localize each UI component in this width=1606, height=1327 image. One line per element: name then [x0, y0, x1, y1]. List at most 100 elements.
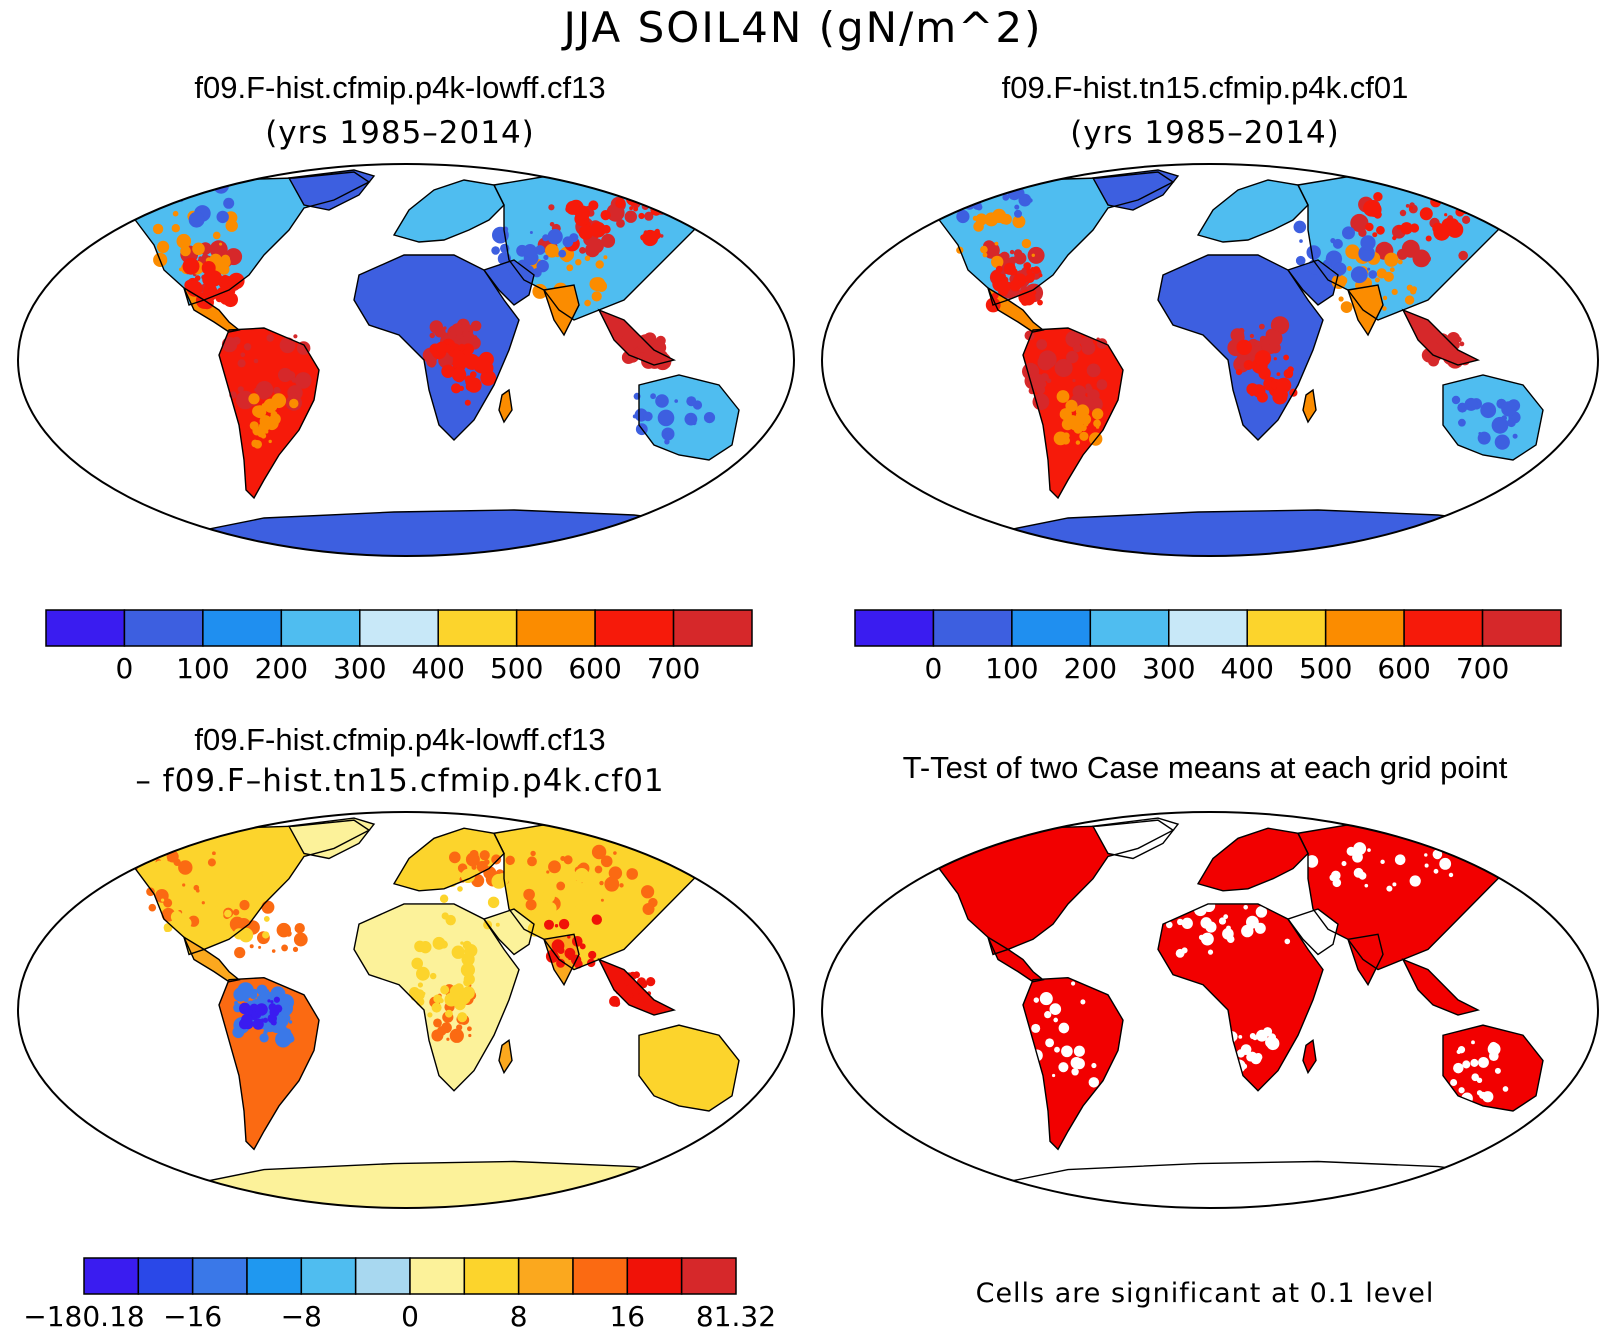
colorbar-tick-label: 700 — [1456, 652, 1509, 685]
field-cell — [1406, 284, 1413, 291]
colorbar-swatch — [1011, 609, 1092, 647]
field-cell — [664, 439, 670, 445]
field-cell — [457, 886, 463, 892]
field-cell — [458, 385, 464, 391]
field-cell — [1073, 1045, 1085, 1057]
field-cell — [148, 903, 157, 912]
field-cell — [1439, 857, 1452, 870]
colorbar-swatch — [1403, 609, 1484, 647]
colorbar-tick-label: 8 — [510, 1300, 528, 1327]
field-cell — [523, 888, 535, 901]
colorbar-swatch — [409, 1257, 466, 1295]
field-cell — [574, 867, 589, 883]
coastline-greenland — [287, 169, 376, 211]
field-cell — [258, 388, 270, 400]
colorbar-swatch — [463, 1257, 520, 1295]
field-cell — [439, 940, 448, 949]
field-cell — [618, 983, 628, 993]
field-cell — [525, 899, 537, 911]
field-cell — [163, 922, 173, 933]
field-cell — [430, 972, 437, 980]
field-cell — [650, 393, 656, 400]
panel-1-subtitle: (yrs 1985–2014) — [265, 115, 535, 151]
colorbar-swatch — [1246, 609, 1327, 647]
field-cell — [1276, 372, 1281, 376]
colorbar-swatch — [626, 1257, 683, 1295]
field-cell — [982, 252, 988, 258]
field-cell — [629, 206, 633, 211]
field-cell — [1494, 434, 1510, 450]
field-cell — [219, 242, 223, 246]
coastline-greenland — [1091, 169, 1180, 211]
field-cell — [1349, 250, 1358, 260]
field-cell — [1026, 268, 1033, 275]
field-cell — [604, 876, 620, 892]
field-cell — [1166, 921, 1173, 929]
colorbar-swatch — [1168, 609, 1248, 647]
field-cell — [1178, 902, 1184, 908]
field-cell — [1010, 268, 1018, 276]
field-cell — [1275, 902, 1281, 908]
field-cell — [620, 332, 639, 351]
field-cell — [509, 273, 514, 277]
panel-4-map — [821, 811, 1599, 1209]
field-cell — [935, 215, 939, 219]
field-cell — [258, 945, 262, 949]
field-cell — [167, 858, 171, 862]
field-cell — [278, 367, 293, 383]
field-cell — [202, 253, 209, 260]
field-cell — [173, 858, 181, 866]
land-africa — [1158, 903, 1323, 1091]
field-cell — [180, 923, 185, 928]
field-cell — [464, 971, 471, 978]
field-cell — [265, 403, 276, 413]
field-cell — [449, 851, 461, 864]
field-cell — [157, 240, 170, 253]
colorbar-tick-label: 0 — [924, 652, 942, 685]
field-cell — [251, 440, 258, 448]
field-cell — [657, 409, 675, 427]
field-cell — [1283, 354, 1289, 361]
field-cell — [292, 946, 299, 953]
field-cell — [1018, 289, 1034, 305]
field-cell — [446, 1037, 450, 1041]
field-cell — [455, 1033, 460, 1038]
field-cell — [253, 358, 259, 364]
field-cell — [1478, 432, 1482, 435]
field-cell — [1380, 859, 1385, 865]
land-centralAmerica — [184, 937, 239, 982]
field-cell — [1494, 1067, 1501, 1074]
field-cell — [642, 229, 659, 247]
field-cell — [1045, 1038, 1054, 1048]
map-border — [17, 811, 795, 1209]
field-cell — [1079, 431, 1089, 441]
field-cell — [566, 264, 574, 272]
colorbar-swatch — [202, 609, 283, 647]
field-cell — [237, 359, 246, 368]
field-cell — [1366, 202, 1382, 217]
field-cell — [201, 261, 216, 275]
field-cell — [1277, 324, 1281, 328]
field-cell — [255, 856, 264, 865]
field-cell — [980, 245, 988, 254]
field-cell — [1331, 870, 1341, 881]
field-cell — [1240, 1044, 1252, 1055]
field-cell — [276, 922, 291, 938]
field-cell — [269, 1007, 280, 1017]
field-cell — [212, 231, 221, 240]
field-cell — [1073, 344, 1082, 353]
field-cell — [584, 299, 591, 307]
field-cell — [123, 178, 139, 193]
field-cell — [1152, 934, 1160, 941]
field-cell — [613, 851, 617, 855]
field-cell — [1040, 373, 1049, 382]
field-cell — [1295, 255, 1306, 266]
field-cell — [1376, 225, 1385, 235]
field-cell — [225, 219, 238, 232]
field-cell — [1249, 333, 1254, 339]
field-cell — [176, 233, 192, 249]
field-cell — [1241, 924, 1254, 938]
field-cell — [1093, 419, 1101, 428]
panel-2-subtitle: (yrs 1985–2014) — [1070, 115, 1340, 151]
field-cell — [464, 375, 474, 384]
